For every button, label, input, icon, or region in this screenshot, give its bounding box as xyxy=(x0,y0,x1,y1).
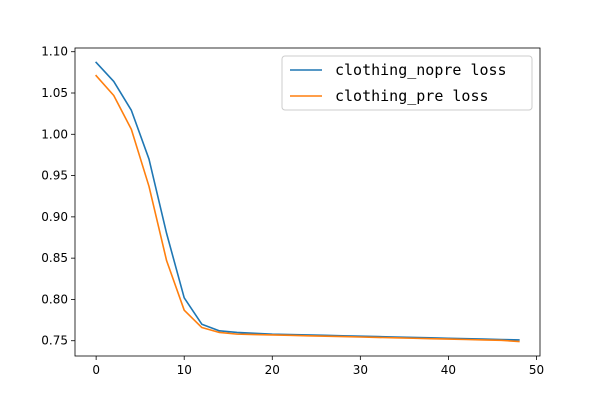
legend-box xyxy=(281,55,533,111)
plot-area xyxy=(74,47,541,357)
y-tick-label: 1.00 xyxy=(41,127,68,141)
legend-label-clothing-nopre-loss: clothing_nopre loss xyxy=(335,61,507,79)
plot-frame xyxy=(74,47,541,357)
x-axis: 0 10 20 30 40 50 xyxy=(92,356,544,377)
x-tick-label: 10 xyxy=(177,363,192,377)
y-tick-label: 0.80 xyxy=(41,292,68,306)
series-line-clothing-nopre-loss xyxy=(95,61,520,341)
y-tick-label: 0.90 xyxy=(41,210,68,224)
series-line-clothing-pre-loss xyxy=(95,74,520,343)
y-tick-label: 1.10 xyxy=(41,45,68,59)
x-tick-label: 0 xyxy=(92,363,100,377)
x-tick-label: 30 xyxy=(353,363,368,377)
y-tick-label: 0.75 xyxy=(41,334,68,348)
y-tick-label: 0.85 xyxy=(41,251,68,265)
y-axis: 0.75 0.80 0.85 0.90 0.95 1.00 1.05 1.10 xyxy=(41,45,75,348)
x-tick-label: 50 xyxy=(529,363,544,377)
series-group xyxy=(95,61,520,343)
y-tick-label: 0.95 xyxy=(41,169,68,183)
legend-label-clothing-pre-loss: clothing_pre loss xyxy=(335,87,489,105)
x-tick-label: 40 xyxy=(441,363,456,377)
x-tick-label: 20 xyxy=(265,363,280,377)
y-tick-label: 1.05 xyxy=(41,86,68,100)
legend: clothing_nopre loss clothing_pre loss xyxy=(281,55,533,111)
